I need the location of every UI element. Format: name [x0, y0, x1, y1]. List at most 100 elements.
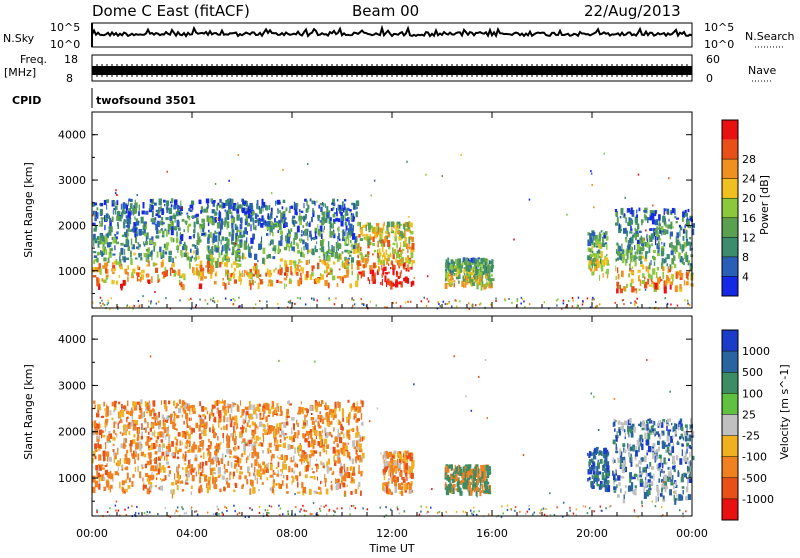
- echo-cell: [594, 264, 596, 267]
- echo-cell: [113, 237, 116, 244]
- echo-cell: [139, 471, 141, 478]
- echo-cell: [233, 217, 235, 223]
- echo-cell: [488, 284, 491, 289]
- echo-cell: [314, 476, 316, 480]
- echo-cell: [187, 226, 189, 233]
- echo-cell: [473, 469, 474, 474]
- echo-cell: [269, 226, 273, 232]
- echo-cell: [161, 439, 164, 443]
- echo-cell: [98, 475, 101, 478]
- echo-cell: [249, 425, 251, 428]
- echo-cell: [190, 405, 192, 408]
- echo-cell: [100, 297, 102, 299]
- echo-cell: [179, 275, 182, 278]
- echo-cell: [338, 233, 340, 239]
- echo-cell: [162, 231, 164, 235]
- echo-cell: [316, 436, 317, 439]
- echo-cell: [223, 416, 225, 423]
- echo-cell: [656, 272, 658, 278]
- echo-cell: [685, 228, 687, 230]
- echo-cell: [353, 299, 355, 301]
- echo-cell: [171, 482, 174, 486]
- echo-cell: [321, 234, 323, 240]
- echo-cell: [138, 211, 140, 216]
- echo-cell: [123, 222, 125, 228]
- echo-cell: [414, 277, 416, 279]
- echo-cell: [200, 418, 202, 424]
- echo-cell: [657, 253, 660, 256]
- echo-cell: [109, 218, 111, 223]
- echo-cell: [215, 232, 218, 234]
- echo-cell: [102, 265, 105, 269]
- echo-cell: [112, 254, 115, 256]
- echo-cell: [293, 471, 295, 474]
- echo-cell: [306, 420, 308, 426]
- echo-cell: [341, 466, 343, 469]
- echo-cell: [158, 487, 159, 489]
- echo-cell: [425, 174, 427, 176]
- echo-cell: [198, 488, 200, 493]
- echo-cell: [200, 462, 201, 469]
- echo-cell: [667, 224, 670, 228]
- echo-cell: [228, 282, 230, 286]
- echo-cell: [351, 257, 354, 262]
- echo-cell: [667, 254, 670, 259]
- echo-cell: [303, 216, 305, 222]
- echo-cell: [266, 255, 268, 259]
- echo-cell: [412, 260, 415, 264]
- echo-cell: [247, 466, 250, 471]
- echo-cell: [578, 305, 580, 307]
- echo-cell: [345, 214, 346, 221]
- echo-cell: [225, 479, 228, 482]
- echo-cell: [136, 221, 139, 225]
- echo-cell: [665, 297, 667, 299]
- echo-cell: [623, 214, 624, 218]
- colorbar-tick-label: 4: [742, 270, 749, 283]
- echo-cell: [127, 276, 129, 281]
- echo-cell: [157, 436, 159, 439]
- echo-cell: [234, 300, 236, 302]
- echo-cell: [129, 431, 131, 435]
- echo-cell: [166, 456, 168, 461]
- echo-cell: [243, 409, 244, 413]
- echo-cell: [144, 485, 147, 489]
- echo-cell: [237, 252, 239, 258]
- echo-cell: [387, 240, 390, 247]
- echo-cell: [322, 430, 323, 434]
- echo-cell: [159, 486, 162, 491]
- echo-cell: [301, 401, 302, 404]
- echo-cell: [257, 478, 258, 485]
- echo-cell: [456, 474, 458, 477]
- echo-cell: [478, 260, 479, 264]
- echo-cell: [285, 222, 287, 226]
- echo-cell: [193, 250, 195, 253]
- echo-cell: [389, 452, 392, 458]
- power-ylabel: Slant Range [km]: [22, 162, 35, 258]
- echo-cell: [600, 486, 602, 490]
- echo-cell: [94, 420, 97, 426]
- echo-cell: [158, 301, 160, 303]
- echo-cell: [303, 246, 304, 251]
- echo-cell: [144, 411, 145, 417]
- echo-cell: [319, 218, 320, 220]
- echo-cell: [171, 453, 174, 456]
- echo-cell: [312, 468, 313, 470]
- echo-cell: [207, 258, 210, 261]
- echo-cell: [182, 415, 183, 418]
- echo-cell: [384, 467, 387, 472]
- echo-cell: [150, 240, 153, 244]
- echo-cell: [653, 228, 655, 232]
- echo-cell: [630, 226, 632, 232]
- echo-cell: [238, 260, 241, 262]
- echo-cell: [100, 464, 103, 466]
- freq-tick-bottom: 8: [66, 72, 73, 85]
- echo-cell: [675, 285, 678, 292]
- echo-cell: [634, 304, 636, 306]
- echo-cell: [556, 305, 558, 307]
- echo-cell: [188, 299, 190, 301]
- echo-cell: [153, 242, 156, 246]
- nsearch-tick-bottom: 10^0: [704, 38, 734, 51]
- echo-cell: [100, 424, 101, 428]
- echo-cell: [158, 215, 161, 218]
